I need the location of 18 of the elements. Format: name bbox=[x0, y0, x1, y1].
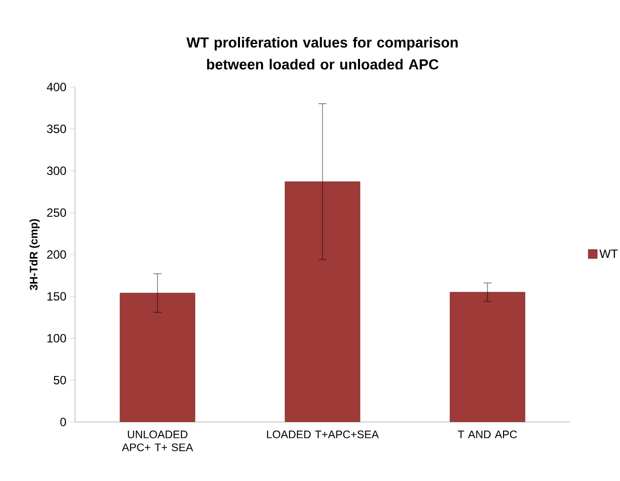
y-tick-label: 350 bbox=[46, 124, 66, 134]
y-tick-label: 250 bbox=[47, 208, 66, 217]
y-tick-label: 100 bbox=[47, 334, 66, 342]
x-tick-label: UNLOADED APC+ T+ SEA bbox=[122, 430, 194, 452]
y-tick-label: 200 bbox=[47, 250, 66, 259]
x-tick-label: T AND APC bbox=[458, 430, 517, 438]
bar bbox=[450, 292, 526, 422]
legend-label: WT bbox=[599, 250, 618, 258]
y-tick-label: 400 bbox=[46, 82, 66, 92]
y-tick-label: 0 bbox=[60, 418, 66, 426]
y-tick-label: 50 bbox=[54, 376, 66, 384]
y-tick-label: 150 bbox=[47, 292, 66, 301]
y-axis-title: 3H-TdR (cmp) bbox=[29, 219, 40, 290]
y-tick-label: 300 bbox=[46, 166, 66, 175]
bar bbox=[120, 292, 196, 422]
x-tick-label: LOADED T+APC+SEA bbox=[267, 430, 379, 438]
chart-title: WT proliferation values for comparison between loaded or unloaded APC bbox=[186, 36, 458, 70]
bar bbox=[284, 181, 360, 422]
